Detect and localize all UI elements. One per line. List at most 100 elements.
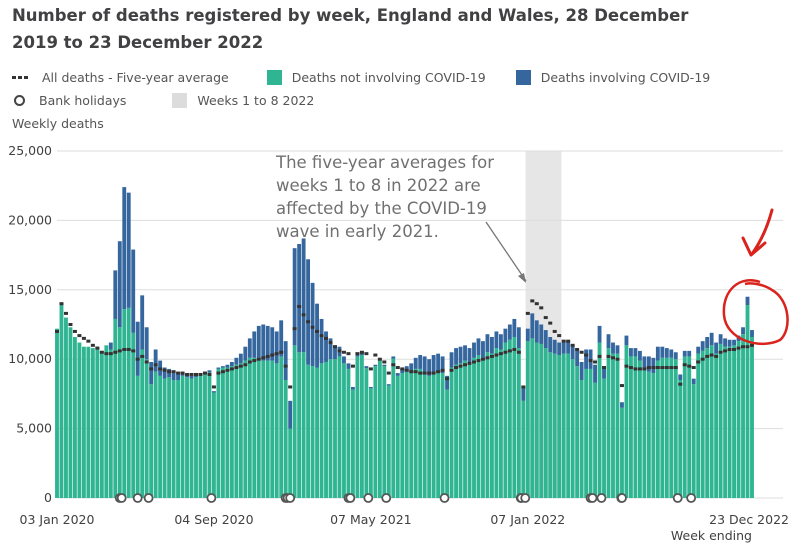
bar-covid xyxy=(256,325,261,358)
bar-covid xyxy=(606,334,611,349)
five-year-average-point xyxy=(395,366,400,370)
bar-covid xyxy=(189,375,194,379)
five-year-average-point xyxy=(229,367,234,371)
bar-covid xyxy=(741,327,745,335)
five-year-average-point xyxy=(714,354,719,358)
five-year-average-point xyxy=(476,359,481,363)
bar-non-covid xyxy=(750,336,754,498)
bar-non-covid xyxy=(646,371,651,498)
bar-non-covid xyxy=(593,382,597,498)
five-year-average-point xyxy=(135,357,140,361)
bar-non-covid xyxy=(301,352,306,498)
bar-covid xyxy=(655,346,660,361)
bar-covid xyxy=(422,356,427,372)
blue-square-icon xyxy=(515,70,531,85)
bar-covid xyxy=(624,335,629,346)
bar-non-covid xyxy=(637,360,642,498)
x-tick-label: 23 Dec 2022 xyxy=(709,512,789,527)
five-year-average-point xyxy=(521,385,526,389)
bar-covid xyxy=(351,386,355,390)
five-year-average-point xyxy=(131,349,136,353)
five-year-average-point xyxy=(189,372,194,376)
five-year-average-point xyxy=(593,360,598,364)
five-year-average-point xyxy=(113,350,118,354)
bar-covid xyxy=(238,353,243,364)
legend-covid[interactable]: Deaths involving COVID-19 xyxy=(515,70,710,85)
bar-non-covid xyxy=(543,348,548,498)
five-year-average-point xyxy=(310,325,315,329)
bar-covid xyxy=(593,364,597,383)
five-year-average-point xyxy=(252,359,257,363)
legend-average[interactable]: All deaths - Five-year average xyxy=(12,70,229,85)
bar-non-covid xyxy=(377,360,382,498)
five-year-average-point xyxy=(575,347,580,351)
bar-non-covid xyxy=(422,371,427,498)
five-year-average-point xyxy=(705,354,710,358)
five-year-average-point xyxy=(413,370,418,374)
bar-covid xyxy=(368,386,373,389)
legend-weeks-band[interactable]: Weeks 1 to 8 2022 xyxy=(172,93,314,108)
five-year-average-point xyxy=(95,346,100,350)
bar-covid xyxy=(319,318,324,364)
bar-non-covid xyxy=(579,380,584,498)
bar-non-covid xyxy=(288,428,293,498)
gray-square-icon xyxy=(172,93,188,108)
bar-covid xyxy=(494,331,499,349)
five-year-average-point xyxy=(463,363,468,367)
bar-non-covid xyxy=(247,357,252,498)
legend-non-covid[interactable]: Deaths not involving COVID-19 xyxy=(266,70,486,85)
bar-non-covid xyxy=(400,373,405,498)
chart-title: Number of deaths registered by week, Eng… xyxy=(12,6,689,52)
five-year-average-point xyxy=(328,341,333,345)
bar-non-covid xyxy=(736,341,741,498)
bar-non-covid xyxy=(664,357,669,498)
bar-non-covid xyxy=(55,328,59,498)
bar-non-covid xyxy=(122,309,127,498)
bar-non-covid xyxy=(252,357,257,498)
bar-covid xyxy=(561,342,566,354)
five-year-average-point xyxy=(445,377,450,381)
five-year-average-point xyxy=(646,366,651,370)
bank-holiday-marker xyxy=(285,493,296,503)
five-year-average-point xyxy=(319,334,324,338)
five-year-average-point xyxy=(373,353,378,357)
bar-non-covid xyxy=(741,334,745,498)
five-year-average-point xyxy=(454,366,459,370)
bar-non-covid xyxy=(297,352,302,498)
bar-covid xyxy=(723,338,728,347)
bar-covid xyxy=(530,313,535,339)
bar-covid xyxy=(615,345,620,354)
five-year-average-point xyxy=(324,336,329,340)
five-year-average-point xyxy=(642,367,647,371)
bar-non-covid xyxy=(745,305,750,498)
bar-non-covid xyxy=(611,353,615,498)
five-year-average-point xyxy=(588,359,593,363)
bar-non-covid xyxy=(539,343,544,498)
five-year-average-point xyxy=(341,350,346,354)
five-year-average-point xyxy=(718,350,723,354)
bar-covid xyxy=(629,348,633,357)
bar-non-covid xyxy=(261,360,266,498)
bar-non-covid xyxy=(126,307,131,498)
five-year-average-point xyxy=(584,353,589,357)
bar-covid xyxy=(279,320,284,357)
five-year-average-point xyxy=(144,360,149,364)
bar-non-covid xyxy=(615,353,620,498)
x-tick-label: 07 May 2021 xyxy=(330,512,412,527)
five-year-average-point xyxy=(750,343,754,347)
five-year-average-point xyxy=(723,349,728,353)
five-year-average-point xyxy=(628,366,633,370)
bar-covid xyxy=(548,336,553,353)
legend-bank-holidays[interactable]: Bank holidays xyxy=(12,93,126,108)
bar-non-covid xyxy=(108,349,113,498)
legend-non-covid-label: Deaths not involving COVID-19 xyxy=(291,70,486,85)
five-year-average-point xyxy=(180,371,185,375)
bar-non-covid xyxy=(723,346,728,498)
bar-non-covid xyxy=(368,388,373,498)
bar-non-covid xyxy=(86,346,91,498)
five-year-average-point xyxy=(431,371,436,375)
five-year-average-point xyxy=(507,349,512,353)
five-year-average-point xyxy=(409,370,414,374)
five-year-average-point xyxy=(386,371,391,375)
five-year-average-point xyxy=(539,306,544,310)
